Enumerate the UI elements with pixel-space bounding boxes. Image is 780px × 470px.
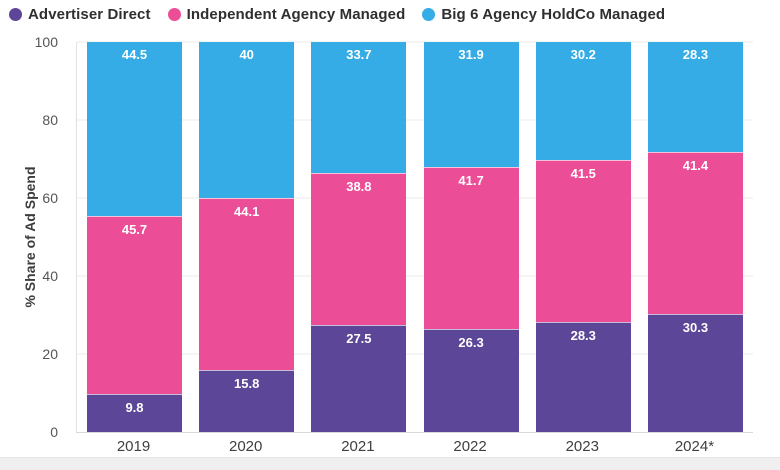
bar-value-label: 15.8 — [234, 376, 260, 392]
bar-value-label: 41.4 — [682, 158, 709, 174]
x-tick-label: 2019 — [116, 438, 151, 455]
bar-segment: 41.5 — [535, 159, 631, 322]
bar-value-label: 27.5 — [346, 330, 372, 346]
bars-container: 44.5 45.7 9.8 40 44.1 15.8 33.7 38.8 27.5 31.9 41.… — [77, 42, 753, 432]
bar-value-label: 40 — [239, 47, 254, 63]
y-tick-label: 0 — [50, 424, 58, 440]
legend-item: Independent Agency Managed — [167, 5, 406, 23]
gridline — [77, 197, 753, 199]
gridline — [77, 119, 753, 121]
plot-area: 44.5 45.7 9.8 40 44.1 15.8 33.7 38.8 27.5 31.9 41.… — [76, 41, 753, 433]
bar-2024*: 28.3 41.4 30.3 — [647, 42, 743, 432]
bar-value-label: 44.5 — [121, 47, 148, 63]
y-tick-label: 40 — [42, 268, 58, 284]
bar-value-label: 30.2 — [570, 47, 596, 63]
x-tick-label: 2021 — [341, 438, 375, 455]
bar-segment: 45.7 — [87, 215, 182, 394]
legend-dot-icon — [422, 7, 436, 21]
x-axis-labels: 2019 2020 2021 2022 2023 2024* — [76, 438, 752, 455]
bar-segment: 15.8 — [199, 370, 295, 432]
bar-segment: 26.3 — [423, 329, 519, 432]
bar-segment: 31.9 — [423, 42, 519, 167]
bar-segment: 44.1 — [199, 198, 295, 371]
y-tick-label: 80 — [42, 112, 58, 128]
legend-item: Advertiser Direct — [9, 6, 151, 23]
y-axis-ticks: 0 20 40 60 80 100 — [0, 34, 66, 440]
legend-dot-icon — [167, 7, 181, 21]
bar-value-label: 30.3 — [682, 319, 709, 335]
chart-legend: Advertiser Direct Independent Agency Mana… — [9, 3, 665, 25]
bar-segment: 41.7 — [423, 166, 519, 330]
bar-segment: 27.5 — [311, 324, 407, 432]
bar-2021: 33.7 38.8 27.5 — [311, 42, 407, 432]
legend-dot-icon — [9, 7, 22, 21]
bar-2022: 31.9 41.7 26.3 — [423, 42, 519, 432]
bar-segment: 40 — [199, 42, 295, 199]
legend-label: Independent Agency Managed — [186, 5, 406, 23]
gridline — [77, 275, 753, 277]
bar-segment: 41.4 — [647, 152, 743, 314]
gridline — [77, 41, 753, 43]
bar-segment: 30.3 — [647, 313, 743, 432]
legend-item: Big 6 Agency HoldCo Managed — [422, 6, 665, 23]
y-tick-label: 20 — [42, 346, 58, 362]
x-tick-label: 2023 — [565, 438, 599, 455]
bottom-strip — [0, 457, 780, 470]
legend-label: Advertiser Direct — [28, 5, 151, 23]
bar-segment: 38.8 — [311, 173, 407, 325]
legend-label: Big 6 Agency HoldCo Managed — [441, 5, 666, 23]
bar-segment: 28.3 — [535, 321, 631, 432]
bar-value-label: 41.5 — [570, 165, 596, 181]
bar-value-label: 41.7 — [458, 172, 484, 188]
bar-value-label: 31.9 — [458, 47, 484, 63]
bar-segment: 44.5 — [87, 42, 182, 216]
x-tick-label: 2024* — [674, 438, 715, 455]
bar-2023: 30.2 41.5 28.3 — [535, 42, 631, 432]
bar-value-label: 28.3 — [682, 47, 709, 63]
bar-segment: 9.8 — [87, 393, 182, 432]
y-tick-label: 100 — [34, 34, 58, 50]
bar-2020: 40 44.1 15.8 — [199, 42, 295, 432]
bar-value-label: 28.3 — [570, 327, 596, 343]
y-tick-label: 60 — [42, 190, 58, 206]
bar-value-label: 38.8 — [346, 179, 372, 195]
bar-value-label: 26.3 — [458, 335, 484, 351]
bar-segment: 33.7 — [311, 42, 407, 174]
bar-value-label: 9.8 — [125, 399, 144, 415]
bar-value-label: 45.7 — [121, 221, 148, 237]
gridline — [77, 353, 753, 355]
bar-segment: 28.3 — [647, 42, 743, 153]
bar-segment: 30.2 — [535, 42, 631, 160]
x-tick-label: 2020 — [229, 438, 263, 455]
bar-value-label: 33.7 — [346, 47, 372, 63]
bar-value-label: 44.1 — [234, 204, 260, 220]
x-tick-label: 2022 — [453, 438, 487, 455]
bar-2019: 44.5 45.7 9.8 — [87, 42, 182, 432]
